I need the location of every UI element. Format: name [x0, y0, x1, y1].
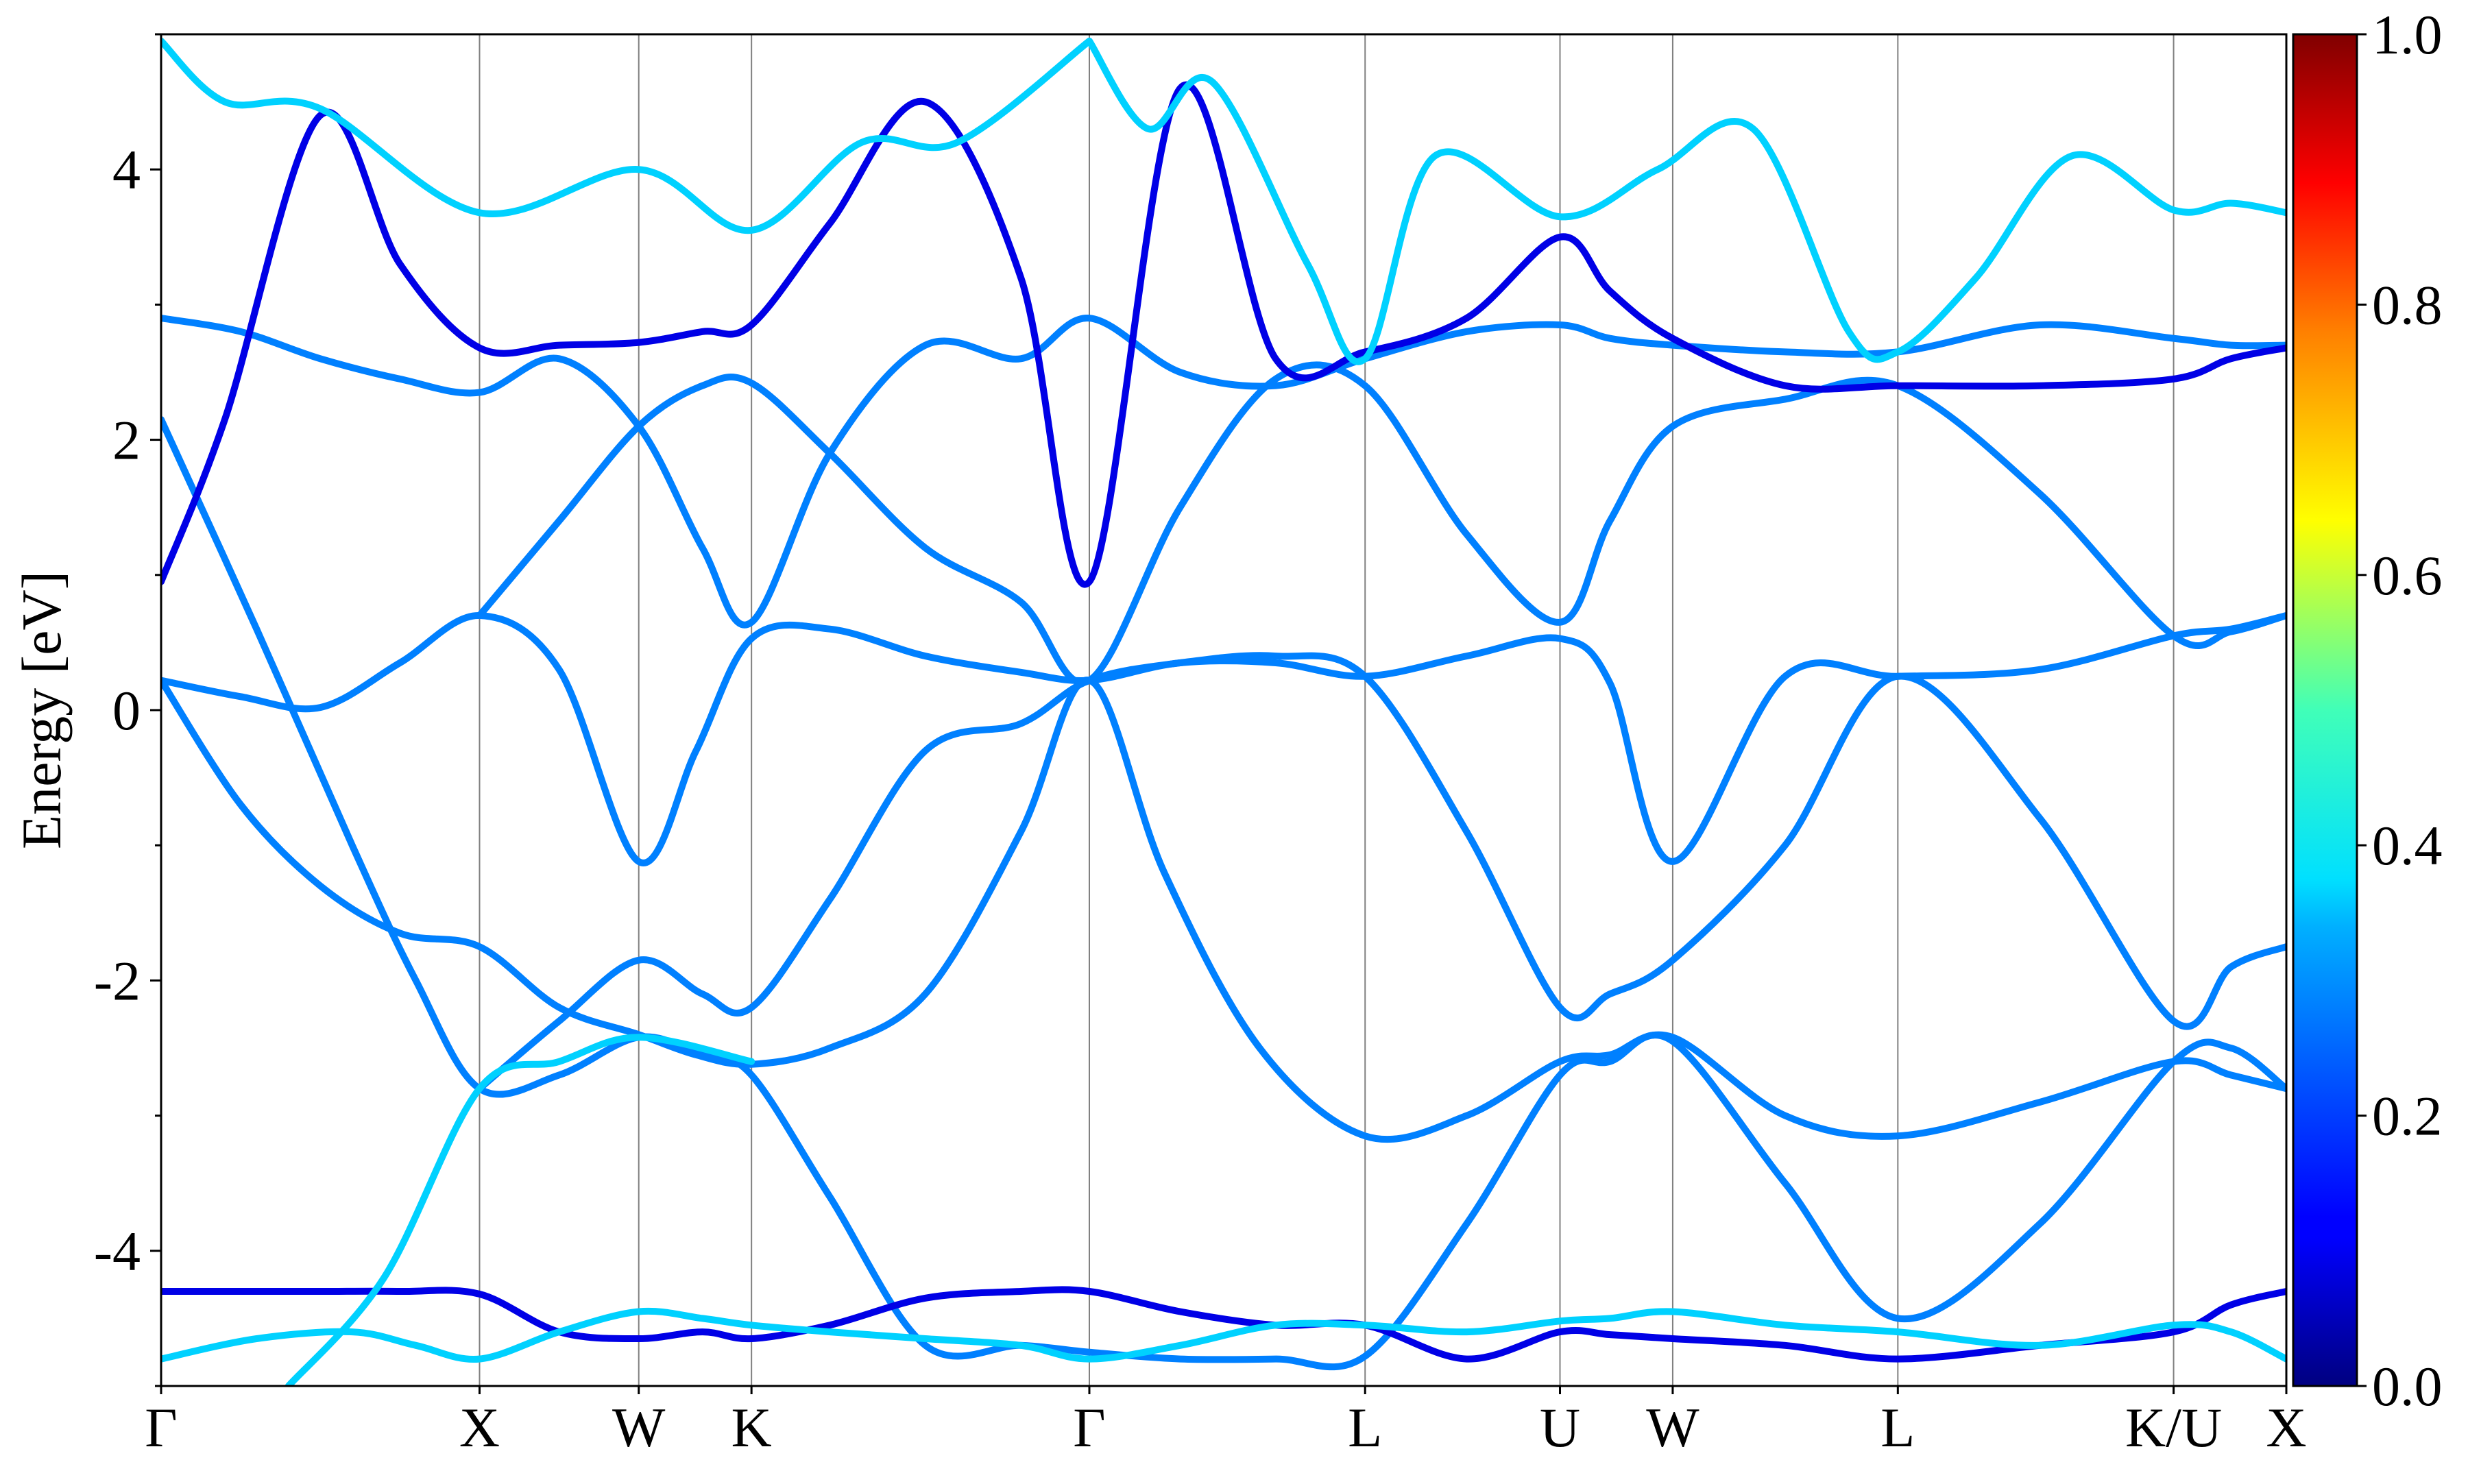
band-line — [476, 652, 2286, 1093]
colorbar-tick-label: 0.0 — [2372, 1355, 2443, 1418]
x-tick-label: Γ — [145, 1396, 177, 1459]
band-line — [1086, 37, 2286, 365]
x-tick-label: K/U — [2125, 1396, 2222, 1459]
y-tick-label: 4 — [112, 138, 141, 201]
y-tick-label: 2 — [112, 409, 141, 472]
colorbar-tick-label: 0.2 — [2372, 1085, 2443, 1147]
x-axis-ticks: Γ X W K Γ L U W L K/U X — [145, 1386, 2307, 1459]
band-line — [161, 416, 2286, 1371]
band-line — [161, 1286, 2286, 1363]
colorbar — [2292, 33, 2358, 1387]
colorbar-tick-label: 1.0 — [2372, 3, 2443, 66]
x-tick-label: L — [1880, 1396, 1915, 1459]
band-line — [285, 1034, 755, 1386]
y-tick-label: 0 — [112, 679, 141, 742]
y-tick-label: -4 — [94, 1220, 141, 1282]
y-tick-label: -2 — [94, 949, 141, 1012]
band-lines — [161, 37, 2286, 1386]
x-tick-label: Γ — [1073, 1396, 1105, 1459]
y-axis-ticks: -4 -2 0 2 4 — [94, 33, 161, 1387]
band-line — [161, 37, 1093, 234]
x-tick-label: L — [1348, 1396, 1382, 1459]
band-line — [161, 1307, 2286, 1363]
band-line — [161, 315, 2286, 629]
x-tick-label: K — [731, 1396, 772, 1459]
x-tick-label: X — [459, 1396, 500, 1459]
x-tick-label: U — [1540, 1396, 1580, 1459]
colorbar-tick-label: 0.4 — [2372, 814, 2443, 877]
x-tick-label: X — [2266, 1396, 2306, 1459]
high-symmetry-lines — [479, 34, 2175, 1386]
band-line — [161, 82, 2286, 588]
band-line — [161, 677, 2286, 1143]
colorbar-tick-label: 0.8 — [2372, 273, 2443, 336]
y-axis-label: Energy [eV] — [10, 571, 73, 849]
x-tick-label: W — [612, 1396, 666, 1459]
colorbar-tick-label: 0.6 — [2372, 544, 2443, 607]
x-tick-label: W — [1646, 1396, 1699, 1459]
colorbar-ticks: 0.0 0.2 0.4 0.6 0.8 1.0 — [2357, 3, 2443, 1418]
